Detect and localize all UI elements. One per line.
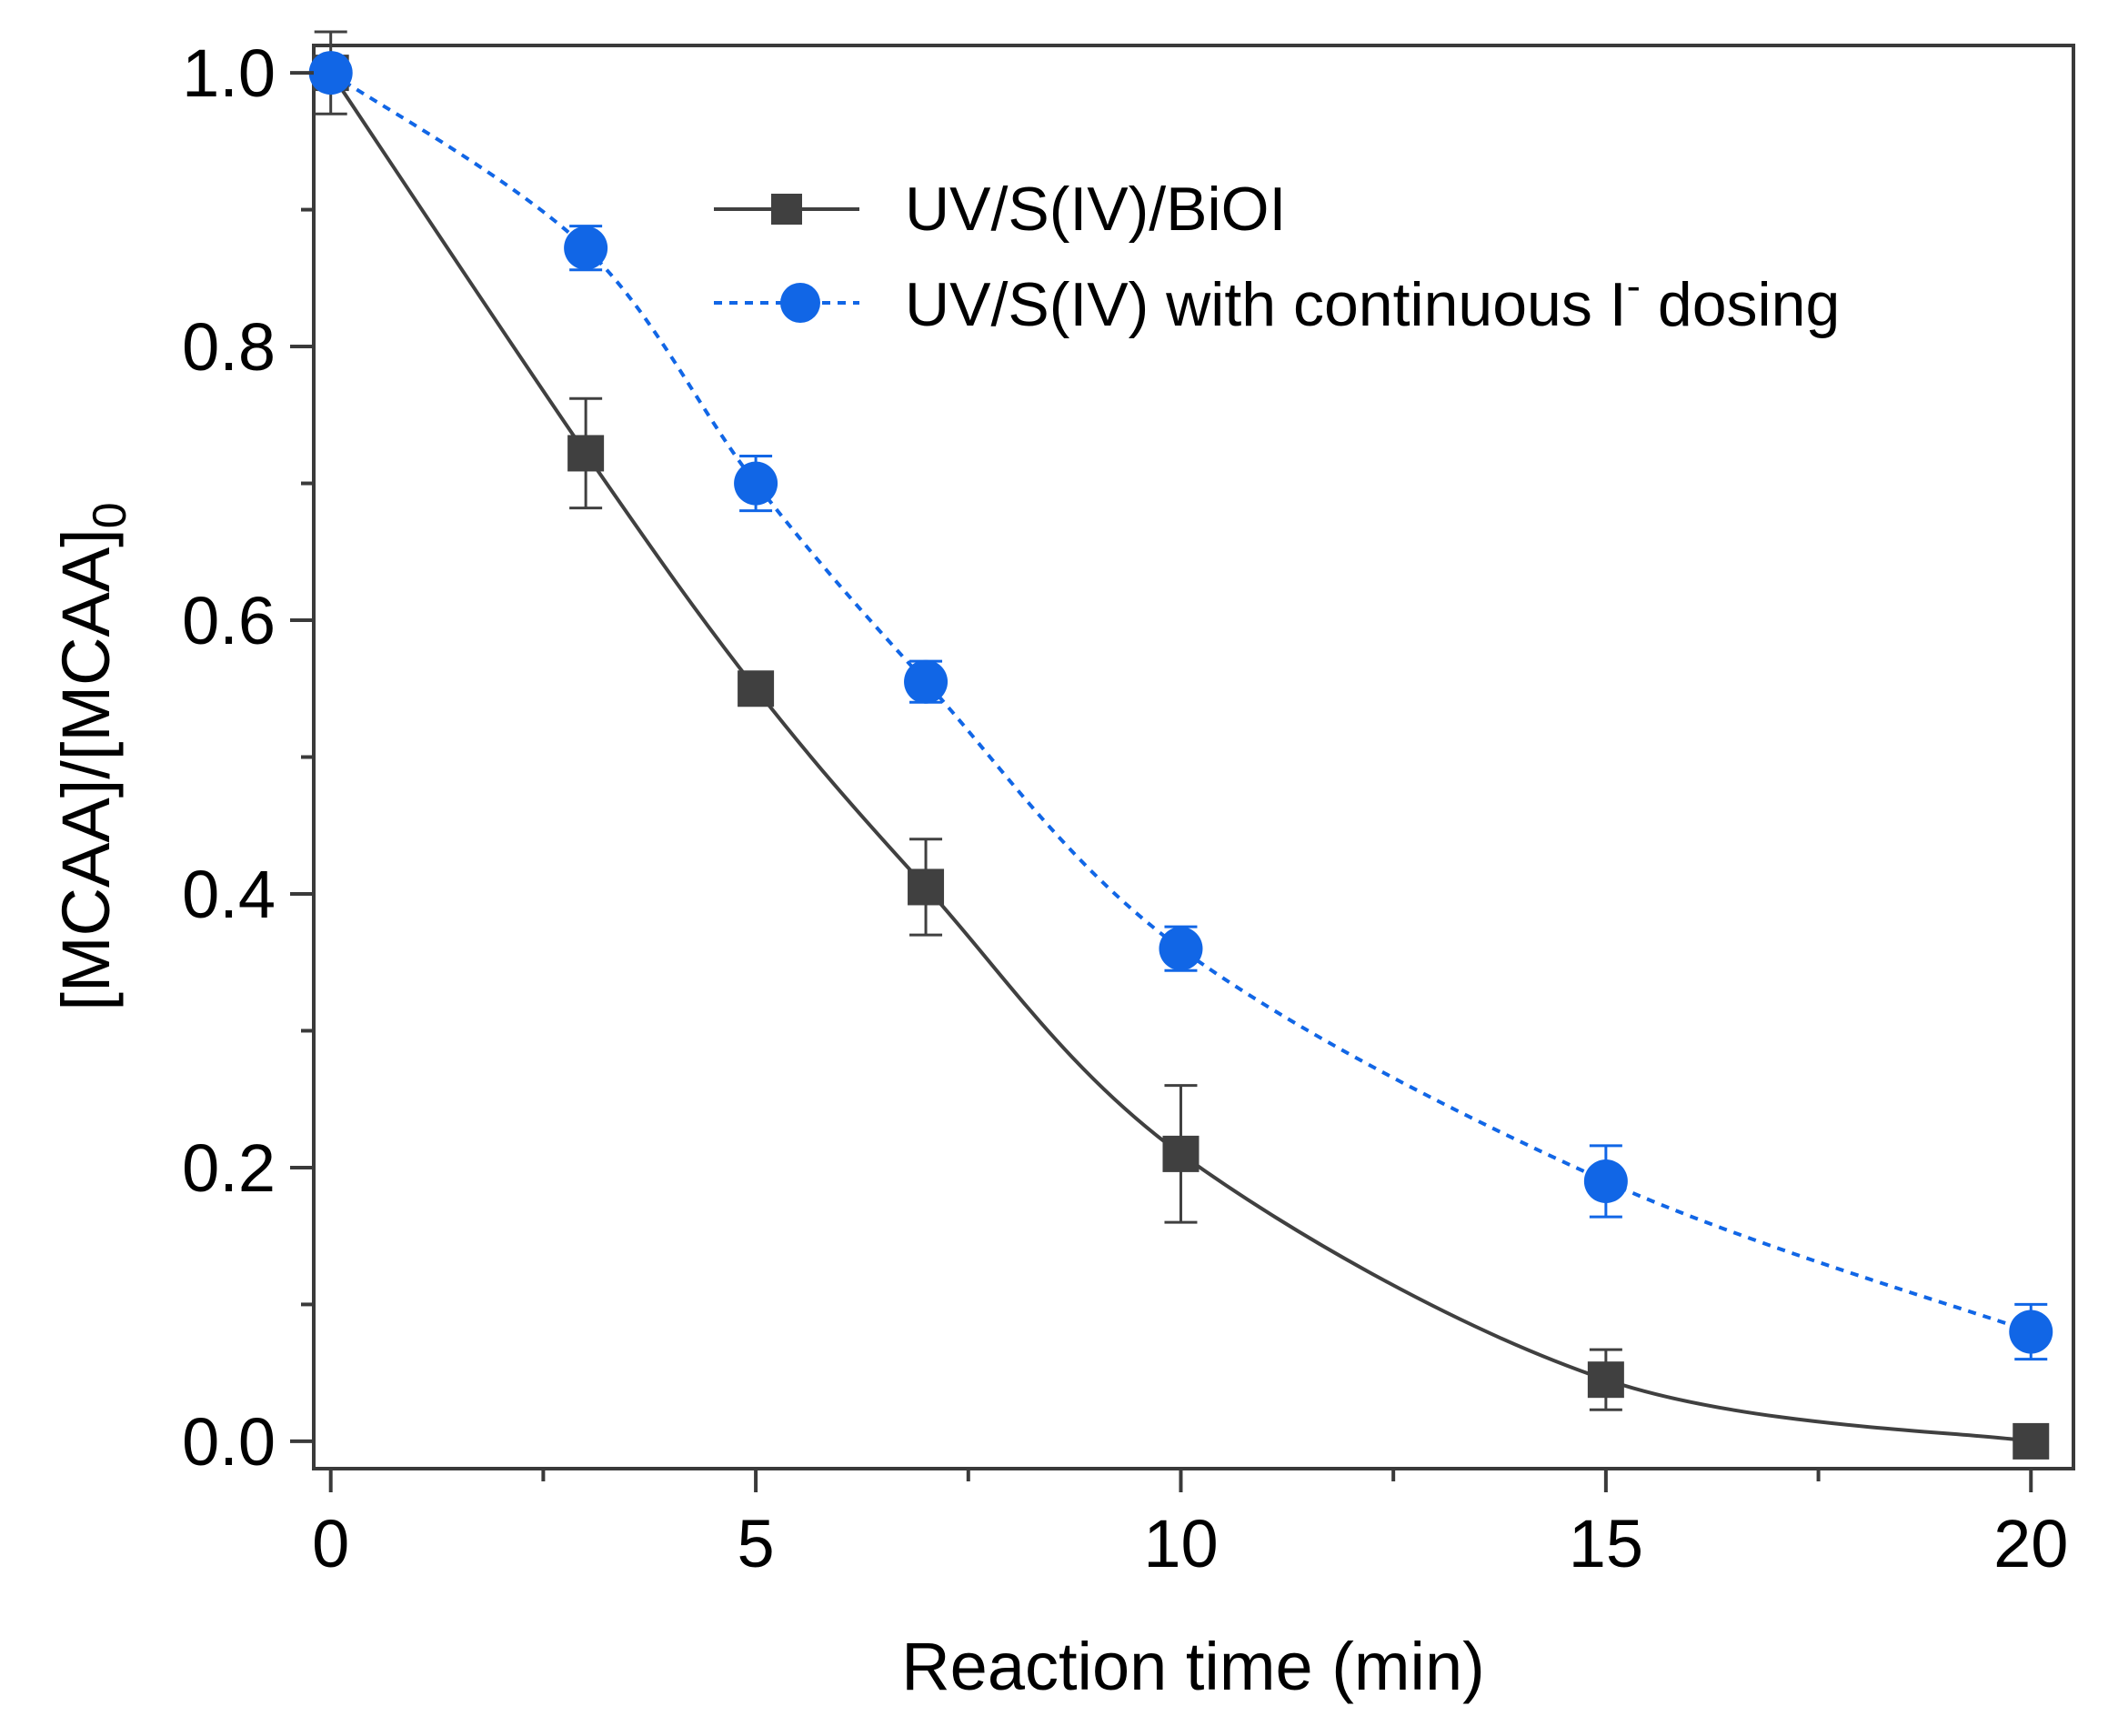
series-2-point [564, 226, 608, 270]
series-2-point [734, 461, 778, 506]
x-tick-label: 10 [1143, 1506, 1218, 1581]
series-2-point [308, 51, 353, 95]
y-tick-label: 0.8 [182, 309, 276, 385]
y-axis-ticks: 0.0 0.2 0.4 0.6 0.8 1.0 [182, 35, 314, 1480]
legend-marker-series-2 [780, 283, 820, 323]
series-2-point [2009, 1310, 2053, 1354]
legend-label-series-1: UV/S(IV)/BiOI [905, 175, 1286, 244]
x-tick-label: 5 [738, 1506, 775, 1581]
legend-label-series-2-superscript: - [1627, 262, 1641, 309]
legend-label-series-2-main: UV/S(IV) with continuous I [905, 270, 1627, 339]
series-1-point [2013, 1422, 2050, 1460]
x-tick-label: 15 [1569, 1506, 1643, 1581]
legend-marker-series-1 [771, 194, 802, 225]
series-1-point [908, 868, 945, 906]
series-1-point [738, 670, 775, 707]
x-axis-ticks: 0 5 10 15 20 [312, 1469, 2068, 1581]
legend-label-series-2-suffix: dosing [1641, 270, 1840, 339]
y-axis-title-main: [MCAA]/[MCAA] [48, 528, 124, 1010]
series-2-point [1583, 1159, 1628, 1203]
y-tick-label: 0.2 [182, 1130, 276, 1206]
legend-item-series-2: UV/S(IV) with continuous I- dosing [714, 262, 1840, 339]
y-tick-label: 0.6 [182, 583, 276, 658]
legend-label-series-2: UV/S(IV) with continuous I- dosing [905, 262, 1840, 339]
y-tick-label: 0.0 [182, 1404, 276, 1480]
series-1-point [567, 435, 605, 472]
x-tick-label: 0 [312, 1506, 349, 1581]
markers [308, 51, 2053, 1460]
series-1-point [1162, 1135, 1200, 1172]
series-2-point [1159, 927, 1203, 971]
x-tick-label: 20 [1993, 1506, 2068, 1581]
y-tick-label: 1.0 [182, 35, 276, 111]
y-tick-label: 0.4 [182, 857, 276, 932]
series-2-point [904, 659, 949, 704]
legend-item-series-1: UV/S(IV)/BiOI [714, 175, 1286, 244]
legend: UV/S(IV)/BiOI UV/S(IV) with continuous I… [714, 175, 1840, 339]
y-axis-title: [MCAA]/[MCAA]0 [48, 502, 136, 1010]
y-axis-title-subscript: 0 [84, 502, 136, 528]
series-1-point [1587, 1361, 1624, 1399]
x-axis-title: Reaction time (min) [901, 1629, 1485, 1704]
